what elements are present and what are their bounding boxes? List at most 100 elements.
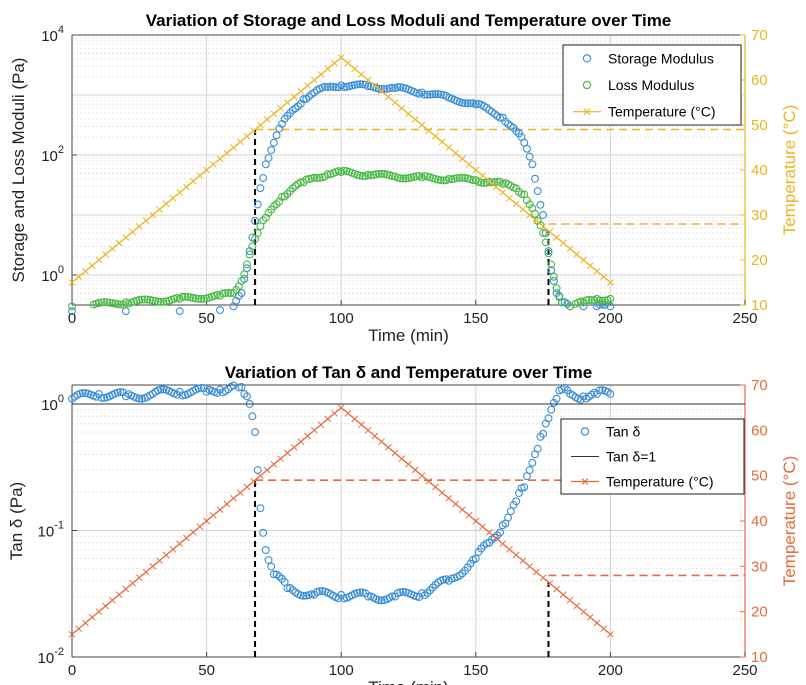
legend-label: Tan δ=1 — [606, 449, 656, 465]
temperature-marker — [586, 262, 594, 269]
temperature-marker — [479, 523, 486, 531]
temperature-marker — [351, 65, 359, 73]
temperature-marker — [398, 455, 406, 463]
temperature-marker — [418, 472, 426, 480]
data-point — [272, 200, 281, 209]
data-point — [116, 300, 125, 309]
temperature-marker — [600, 625, 608, 633]
data-point — [224, 385, 233, 394]
data-point — [103, 298, 111, 307]
data-point — [173, 390, 181, 399]
temperature-marker — [250, 127, 258, 134]
temperature-marker — [499, 540, 507, 548]
temperature-marker — [432, 132, 439, 140]
temperature-marker — [284, 449, 291, 457]
temperature-marker — [586, 613, 594, 621]
data-point — [269, 138, 278, 147]
data-point — [396, 83, 405, 92]
data-point — [339, 83, 348, 92]
data-point — [544, 249, 553, 258]
temperature-marker — [506, 194, 513, 202]
temperature-marker — [230, 494, 237, 502]
data-point — [100, 298, 109, 307]
data-point — [547, 266, 556, 275]
data-point — [146, 391, 155, 400]
x-tick-label: 150 — [463, 310, 488, 327]
data-point — [194, 384, 203, 393]
data-point — [533, 187, 542, 196]
temperature-marker — [203, 517, 210, 525]
data-point — [156, 385, 165, 394]
y-axis-label: Storage and Loss Moduli (Pa) — [9, 58, 28, 283]
temperature-marker — [304, 432, 311, 440]
temperature-marker — [485, 528, 493, 536]
temperature-marker — [223, 500, 231, 508]
data-point — [525, 200, 534, 209]
data-point — [453, 174, 461, 183]
data-point — [563, 386, 572, 395]
right-y-tick-label: 50 — [751, 117, 768, 134]
data-point — [253, 200, 262, 209]
x-tick-label: 0 — [68, 310, 76, 327]
legend-marker — [580, 427, 590, 436]
data-point — [576, 297, 585, 306]
data-point — [259, 216, 268, 225]
temperature-marker — [405, 110, 412, 118]
data-point — [374, 84, 383, 93]
data-point — [423, 90, 432, 99]
temperature-marker — [546, 579, 554, 587]
data-point — [183, 292, 192, 301]
temperature-marker — [203, 166, 210, 174]
data-point — [151, 297, 160, 306]
temperature-marker — [438, 489, 446, 497]
right-y-tick-label: 10 — [751, 297, 768, 314]
temperature-marker — [290, 93, 298, 101]
data-point — [92, 392, 101, 401]
x-tick-label: 250 — [732, 662, 757, 679]
data-point — [552, 394, 561, 403]
data-point — [482, 103, 491, 112]
data-point — [119, 300, 128, 309]
x-tick-label: 50 — [198, 662, 215, 679]
temperature-marker — [196, 523, 204, 531]
x-tick-label: 0 — [68, 662, 76, 679]
temperature-marker — [519, 557, 527, 565]
temperature-marker — [243, 483, 251, 491]
temperature-marker — [297, 87, 305, 95]
data-point — [283, 189, 292, 198]
data-point — [243, 392, 251, 401]
data-point — [528, 160, 537, 169]
temperature-marker — [344, 59, 352, 67]
data-point — [275, 197, 284, 206]
temperature-marker — [324, 65, 332, 73]
temperature-marker — [189, 528, 197, 536]
data-point — [267, 205, 276, 214]
data-point — [603, 296, 612, 305]
temperature-marker — [358, 421, 365, 429]
temperature-marker — [384, 93, 392, 101]
data-point — [603, 387, 612, 396]
right-y-tick-label: 30 — [751, 558, 768, 575]
temperature-marker — [607, 630, 614, 638]
data-point — [377, 596, 386, 605]
data-point — [251, 216, 260, 225]
data-point — [377, 169, 386, 178]
temperature-marker — [546, 228, 554, 236]
data-point — [248, 242, 257, 251]
data-point — [113, 388, 122, 397]
data-point — [361, 172, 370, 181]
temperature-marker — [68, 279, 76, 286]
right-y-tick-label: 50 — [751, 468, 768, 485]
temperature-marker — [539, 574, 547, 582]
data-point — [431, 580, 440, 589]
data-point — [358, 171, 367, 180]
temperature-marker — [129, 579, 136, 587]
data-point — [598, 300, 607, 309]
data-point — [374, 169, 383, 178]
temperature-marker — [337, 54, 345, 61]
temperature-marker — [331, 59, 338, 67]
temperature-marker — [75, 273, 83, 281]
data-point — [595, 386, 604, 395]
data-point — [533, 444, 542, 453]
temperature-marker — [162, 551, 170, 559]
